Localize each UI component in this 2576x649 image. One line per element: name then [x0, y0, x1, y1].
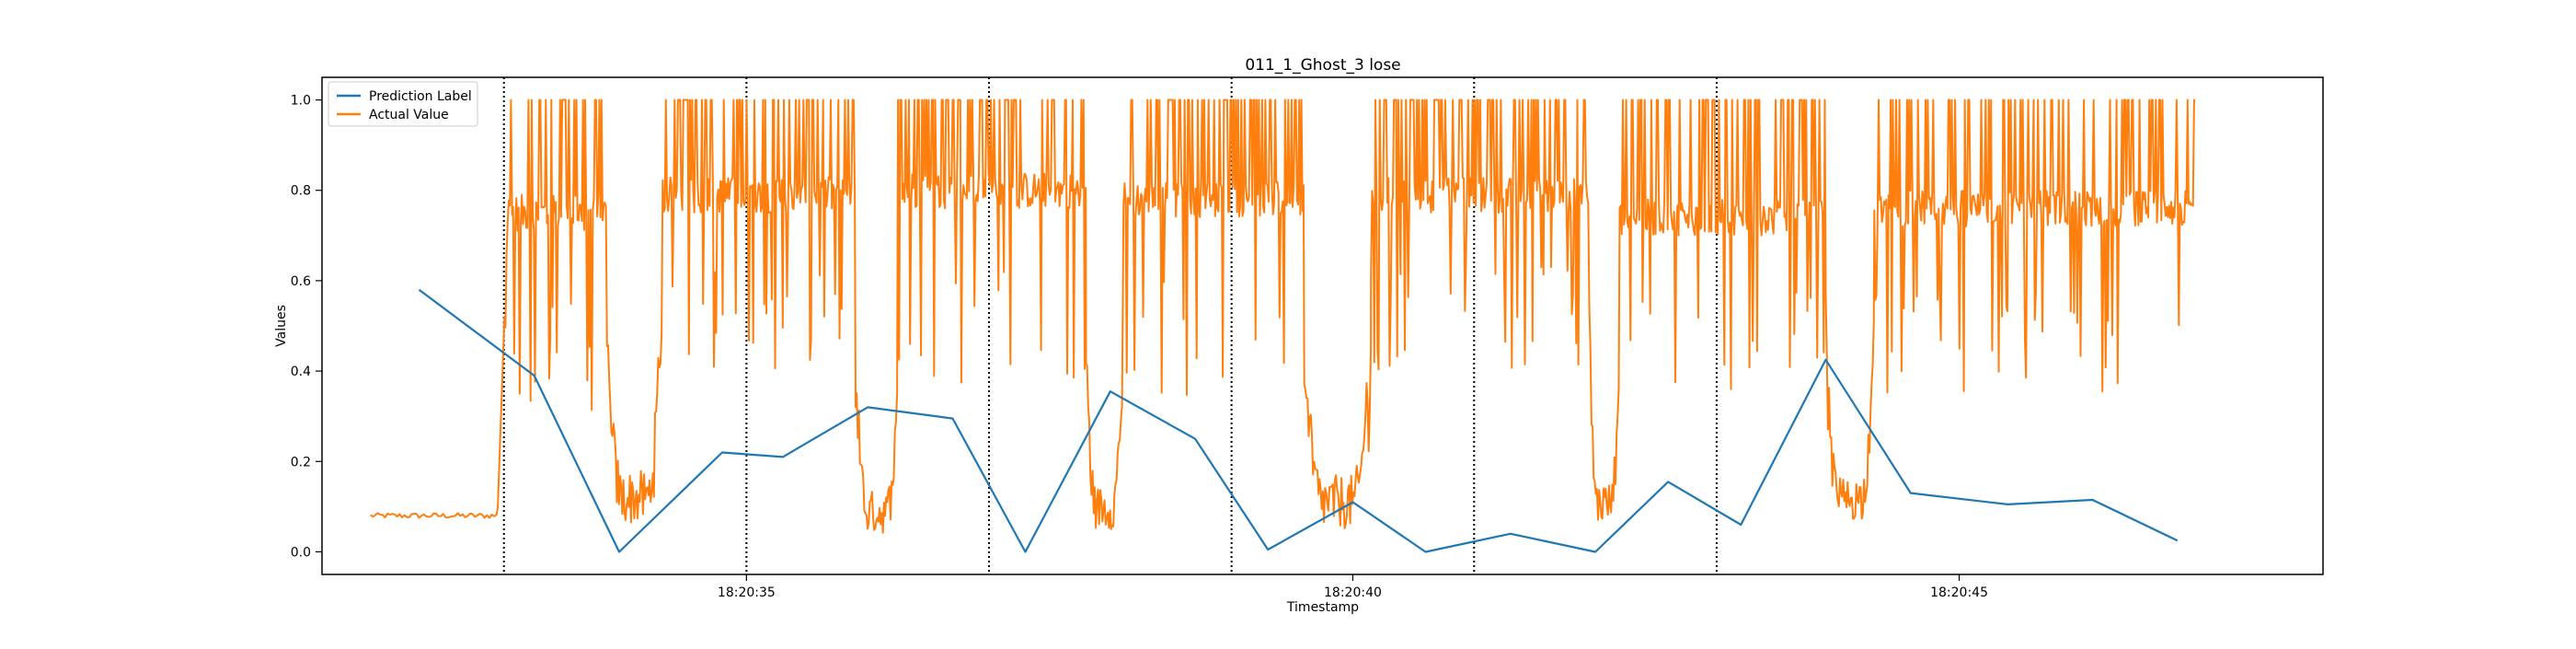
- legend: Prediction Label Actual Value: [328, 82, 477, 126]
- series-layer: [371, 100, 2195, 552]
- x-tick-label: 18:20:35: [718, 585, 776, 600]
- y-tick-label: 0.2: [291, 455, 311, 469]
- y-tick-label: 0.8: [291, 184, 311, 199]
- x-axis-title: Timestamp: [1286, 600, 1359, 615]
- y-tick-label: 0.0: [291, 545, 311, 560]
- y-tick-label: 0.4: [291, 365, 311, 379]
- legend-label-actual-value: Actual Value: [369, 108, 449, 122]
- y-axis: 0.0 0.2 0.4 0.6 0.8 1.0: [291, 94, 322, 561]
- chart-title: 011_1_Ghost_3 lose: [1245, 56, 1400, 75]
- x-axis: 18:20:35 18:20:40 18:20:45: [718, 574, 1988, 600]
- legend-label-prediction-label: Prediction Label: [369, 89, 472, 104]
- y-tick-label: 0.6: [291, 274, 311, 289]
- y-axis-title: Values: [274, 305, 289, 347]
- series-line-prediction-label: [420, 290, 2178, 552]
- x-tick-label: 18:20:45: [1930, 585, 1988, 600]
- series-line-actual-value: [371, 100, 2195, 533]
- x-tick-label: 18:20:40: [1324, 585, 1382, 600]
- y-tick-label: 1.0: [291, 94, 311, 109]
